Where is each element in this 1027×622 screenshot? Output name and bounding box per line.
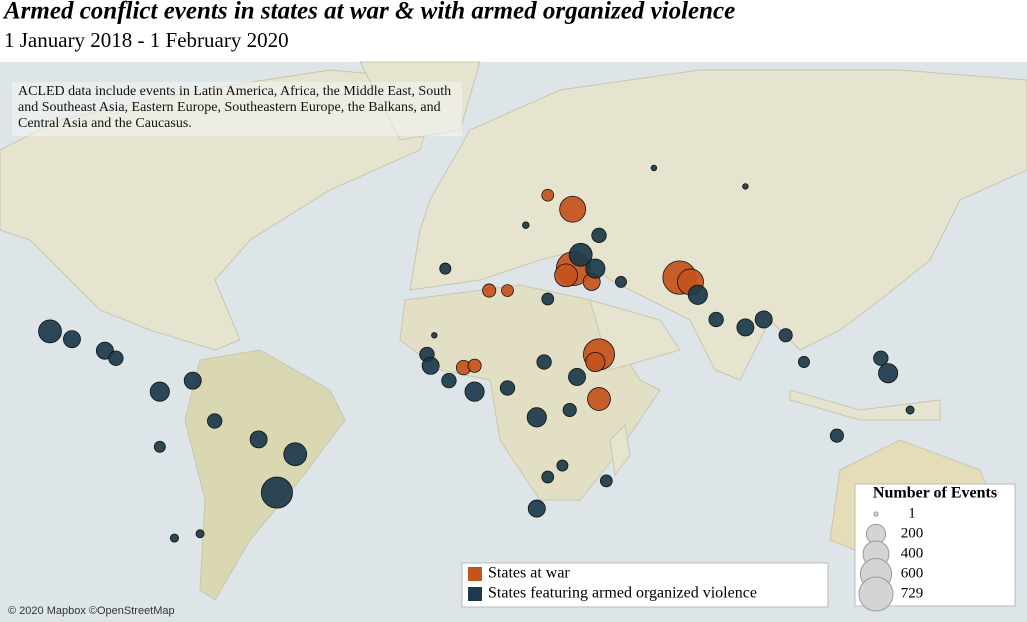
note-wrap: ACLED data include events in Latin Ameri… [18, 84, 452, 131]
event-bubble [441, 372, 457, 389]
north-america [0, 69, 441, 351]
color-legend-box [461, 562, 829, 608]
event-bubble [541, 188, 555, 202]
size-legend-label: 1 [908, 505, 916, 521]
madagascar [609, 423, 631, 477]
legend-label: States featuring armed organized violenc… [488, 585, 757, 602]
event-bubble [108, 350, 124, 366]
event-bubble [873, 350, 889, 366]
south-america [184, 349, 346, 601]
event-bubble [562, 402, 577, 418]
size-legend-label: 600 [901, 565, 924, 581]
event-bubble [38, 319, 62, 344]
event-bubble [829, 428, 844, 443]
event-bubble [568, 242, 593, 267]
event-bubble [439, 262, 452, 275]
event-bubble [798, 356, 810, 368]
event-bubble [554, 263, 578, 288]
event-bubble [559, 195, 587, 223]
size-legend-title: Number of Events [873, 485, 997, 502]
event-bubble [183, 371, 202, 390]
event-bubble [905, 405, 915, 415]
event-bubble [568, 367, 586, 386]
size-legend-label: 200 [901, 525, 924, 541]
event-bubble [536, 354, 552, 370]
event-bubble [260, 476, 293, 509]
event-bubble [754, 310, 773, 329]
legend-label: States at war [488, 565, 570, 582]
event-bubble [482, 283, 497, 298]
event-bubble [207, 413, 223, 429]
subtitle: 1 January 2018 - 1 February 2020 [4, 28, 289, 52]
attribution: © 2020 Mapbox ©OpenStreetMap [8, 605, 175, 617]
size-legend-circle [858, 576, 894, 612]
event-bubble [708, 311, 724, 328]
event-bubble [742, 183, 749, 190]
size-legend-label: 400 [901, 545, 924, 561]
event-bubble [501, 284, 514, 297]
event-bubble [591, 227, 607, 243]
event-bubble [195, 529, 205, 539]
event-bubble [556, 459, 569, 472]
event-bubble [615, 275, 627, 288]
event-bubble [687, 284, 708, 305]
note: ACLED data include events in Latin Ameri… [18, 84, 452, 131]
event-bubble [541, 292, 555, 306]
legend-swatch [468, 567, 482, 581]
event-bubble [585, 258, 606, 279]
size-legend: 1 200 400 600 729 [858, 505, 924, 612]
event-bubble [599, 474, 613, 488]
event-bubble [467, 358, 482, 373]
event-bubble [522, 221, 530, 229]
size-legend-circle [873, 511, 879, 517]
event-bubble [650, 164, 658, 172]
event-bubble [587, 387, 611, 411]
event-bubble [421, 356, 440, 375]
event-bubble [249, 430, 268, 449]
event-bubble [283, 442, 308, 467]
points [38, 164, 915, 543]
event-bubble [527, 499, 546, 518]
event-bubble [778, 328, 793, 343]
event-bubble [585, 351, 606, 373]
event-bubble [526, 407, 547, 428]
title: Armed conflict events in states at war &… [2, 0, 735, 25]
event-bubble [878, 363, 899, 384]
event-bubble [499, 380, 516, 396]
indonesia [789, 389, 941, 421]
event-bubble [431, 332, 438, 339]
size-legend-label: 729 [901, 585, 924, 601]
event-bubble [153, 440, 166, 453]
legend-swatch [468, 587, 482, 601]
event-bubble [149, 381, 170, 402]
color-legend: States at war States featuring armed orga… [468, 565, 757, 602]
event-bubble [541, 470, 555, 484]
event-bubble [464, 381, 485, 402]
event-bubble [169, 533, 179, 543]
event-bubble [736, 318, 755, 337]
note-box [12, 82, 462, 136]
event-bubble [63, 330, 81, 349]
